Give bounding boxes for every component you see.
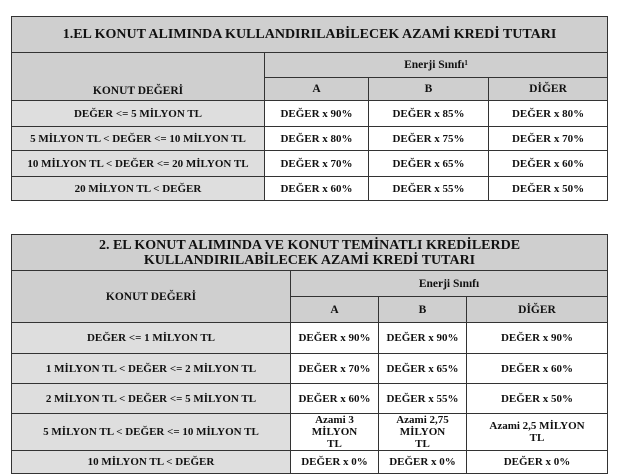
column-header: DİĞER (465, 296, 609, 323)
row-label: DEĞER <= 1 MİLYON TL (11, 322, 291, 354)
value-cell: DEĞER x 70% (264, 150, 369, 177)
table-row: 10 MİLYON TL < DEĞER <= 20 MİLYON TL DEĞE… (11, 150, 609, 177)
value-cell: DEĞER x 70% (487, 126, 609, 151)
column-header: DİĞER (487, 77, 609, 101)
table-title: 1.EL KONUT ALIMINDA KULLANDIRILABİLECEK … (10, 16, 609, 53)
row-label: DEĞER <= 5 MİLYON TL (11, 100, 265, 127)
row-label: 10 MİLYON TL < DEĞER (11, 450, 291, 474)
table-row: 10 MİLYON TL < DEĞER DEĞER x 0% DEĞER x 0%… (11, 450, 609, 474)
value-cell: DEĞER x 50% (465, 383, 609, 414)
table-row: 1 MİLYON TL < DEĞER <= 2 MİLYON TL DEĞER … (11, 353, 609, 384)
value-cell: DEĞER x 0% (465, 450, 609, 474)
column-header: B (378, 296, 467, 323)
value-cell: DEĞER x 90% (264, 100, 369, 127)
value-cell: DEĞER x 50% (487, 176, 609, 201)
title-line-2: KULLANDIRILABİLECEK AZAMİ KREDİ TUTARI (143, 252, 476, 268)
value-cell: DEĞER x 0% (290, 450, 379, 474)
second-hand-housing-loan-table: 2. EL KONUT ALIMINDA VE KONUT TEMİNATLI … (10, 234, 609, 474)
column-header: B (368, 77, 489, 101)
value-cell: DEĞER x 90% (290, 322, 379, 354)
group-header: Enerji Sınıfı¹ (263, 52, 609, 78)
value-cell: DEĞER x 90% (465, 322, 609, 354)
row-label: 10 MİLYON TL < DEĞER <= 20 MİLYON TL (11, 150, 265, 177)
value-cell: DEĞER x 55% (378, 383, 467, 414)
value-cell: DEĞER x 60% (465, 353, 609, 384)
value-cell: DEĞER x 60% (290, 383, 379, 414)
value-cell: Azami 2,5 MİLYON TL (465, 413, 609, 451)
value-cell: DEĞER x 65% (368, 150, 489, 177)
value-cell: DEĞER x 60% (487, 150, 609, 177)
row-label: 20 MİLYON TL < DEĞER (11, 176, 265, 201)
value-cell: DEĞER x 80% (264, 126, 369, 151)
value-cell: DEĞER x 70% (290, 353, 379, 384)
table-row: DEĞER <= 1 MİLYON TL DEĞER x 90% DEĞER x 9… (11, 322, 609, 354)
row-header: KONUT DEĞERİ (11, 270, 291, 323)
value-cell: DEĞER x 65% (378, 353, 467, 384)
value-cell: DEĞER x 75% (368, 126, 489, 151)
group-header: Enerji Sınıfı (289, 270, 609, 297)
row-label: 5 MİLYON TL < DEĞER <= 10 MİLYON TL (11, 413, 291, 451)
value-cell: DEĞER x 85% (368, 100, 489, 127)
table-row: 5 MİLYON TL < DEĞER <= 10 MİLYON TL DEĞER… (11, 126, 609, 151)
table-title: 2. EL KONUT ALIMINDA VE KONUT TEMİNATLI … (10, 234, 609, 271)
value-cell: DEĞER x 80% (487, 100, 609, 127)
title-line-1: 2. EL KONUT ALIMINDA VE KONUT TEMİNATLI … (98, 237, 521, 253)
table-row: DEĞER <= 5 MİLYON TL DEĞER x 90% DEĞER x 8… (11, 100, 609, 127)
value-cell: Azami 2,75 MİLYON TL (378, 413, 467, 451)
value-cell: DEĞER x 55% (368, 176, 489, 201)
value-cell: DEĞER x 0% (378, 450, 467, 474)
value-cell: DEĞER x 90% (378, 322, 467, 354)
row-label: 5 MİLYON TL < DEĞER <= 10 MİLYON TL (11, 126, 265, 151)
first-hand-housing-loan-table: 1.EL KONUT ALIMINDA KULLANDIRILABİLECEK … (10, 16, 609, 201)
table-row: 5 MİLYON TL < DEĞER <= 10 MİLYON TL Azami… (11, 413, 609, 451)
row-label: 2 MİLYON TL < DEĞER <= 5 MİLYON TL (11, 383, 291, 414)
value-cell: Azami 3 MİLYON TL (290, 413, 379, 451)
table-row: 20 MİLYON TL < DEĞER DEĞER x 60% DEĞER x 5… (11, 176, 609, 201)
row-label: 1 MİLYON TL < DEĞER <= 2 MİLYON TL (11, 353, 291, 384)
value-cell: DEĞER x 60% (264, 176, 369, 201)
row-header: KONUT DEĞERİ (11, 52, 265, 101)
column-header: A (290, 296, 379, 323)
table-row: 2 MİLYON TL < DEĞER <= 5 MİLYON TL DEĞER … (11, 383, 609, 414)
column-header: A (264, 77, 369, 101)
